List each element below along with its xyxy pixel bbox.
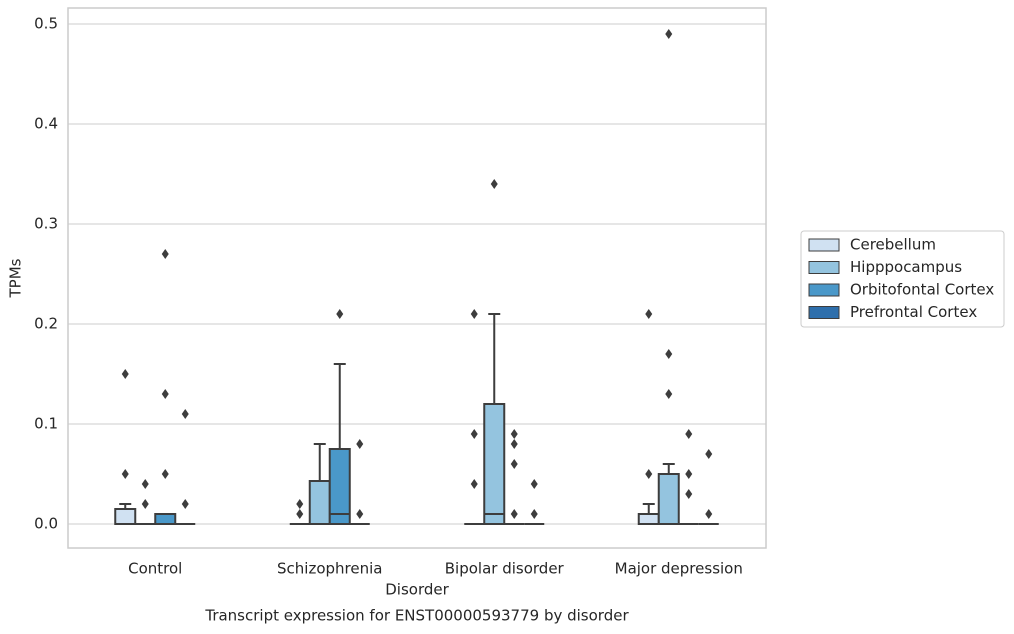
plot-frame bbox=[67, 7, 767, 549]
outlier bbox=[181, 499, 189, 509]
outlier bbox=[336, 309, 344, 319]
x-tick-label: Control bbox=[128, 560, 182, 578]
outlier bbox=[121, 469, 129, 479]
legend-swatch bbox=[808, 261, 840, 274]
box bbox=[657, 473, 680, 525]
y-tick-label: 0.0 bbox=[34, 515, 58, 533]
outlier bbox=[121, 369, 129, 379]
outlier bbox=[645, 309, 653, 319]
x-axis-label: Disorder bbox=[385, 581, 449, 599]
box bbox=[328, 448, 351, 525]
y-tick-label: 0.1 bbox=[34, 415, 58, 433]
legend-label: Orbitofontal Cortex bbox=[850, 281, 994, 299]
legend bbox=[800, 230, 1005, 328]
legend-label: Hipppocampus bbox=[850, 258, 962, 276]
y-tick-label: 0.2 bbox=[34, 315, 58, 333]
outlier bbox=[665, 389, 673, 399]
outlier bbox=[665, 349, 673, 359]
x-tick-label: Schizophrenia bbox=[277, 560, 382, 578]
outlier bbox=[470, 479, 478, 489]
legend-swatch bbox=[808, 238, 840, 252]
outlier bbox=[490, 179, 498, 189]
outlier bbox=[141, 499, 149, 509]
outlier bbox=[470, 309, 478, 319]
legend-swatch bbox=[808, 283, 840, 297]
x-tick-label: Major depression bbox=[615, 560, 743, 578]
outlier bbox=[510, 509, 518, 519]
outlier bbox=[296, 499, 304, 509]
y-tick-label: 0.4 bbox=[34, 115, 58, 133]
outlier bbox=[356, 509, 364, 519]
outlier bbox=[705, 509, 713, 519]
outlier bbox=[356, 439, 364, 449]
outlier bbox=[161, 249, 169, 259]
outlier bbox=[530, 479, 538, 489]
outlier bbox=[296, 509, 304, 519]
outlier bbox=[685, 489, 693, 499]
y-axis-label: TPMs bbox=[7, 258, 25, 298]
box bbox=[154, 513, 177, 525]
box bbox=[483, 403, 506, 525]
y-tick-label: 0.5 bbox=[34, 15, 58, 33]
outlier bbox=[685, 469, 693, 479]
outlier bbox=[161, 389, 169, 399]
outlier bbox=[161, 469, 169, 479]
outlier bbox=[705, 449, 713, 459]
legend-label: Prefrontal Cortex bbox=[850, 303, 977, 321]
outlier bbox=[665, 29, 673, 39]
box bbox=[114, 508, 137, 525]
outlier bbox=[470, 429, 478, 439]
outlier bbox=[645, 469, 653, 479]
outlier bbox=[530, 509, 538, 519]
y-tick-label: 0.3 bbox=[34, 215, 58, 233]
box bbox=[308, 480, 331, 525]
outlier bbox=[510, 439, 518, 449]
outlier bbox=[510, 459, 518, 469]
outlier bbox=[141, 479, 149, 489]
outlier bbox=[510, 429, 518, 439]
box bbox=[637, 513, 660, 525]
x-tick-label: Bipolar disorder bbox=[445, 560, 565, 578]
legend-swatch bbox=[808, 306, 840, 319]
chart-title: Transcript expression for ENST0000059377… bbox=[204, 607, 629, 625]
legend-label: Cerebellum bbox=[850, 236, 936, 254]
outlier bbox=[181, 409, 189, 419]
outlier bbox=[685, 429, 693, 439]
